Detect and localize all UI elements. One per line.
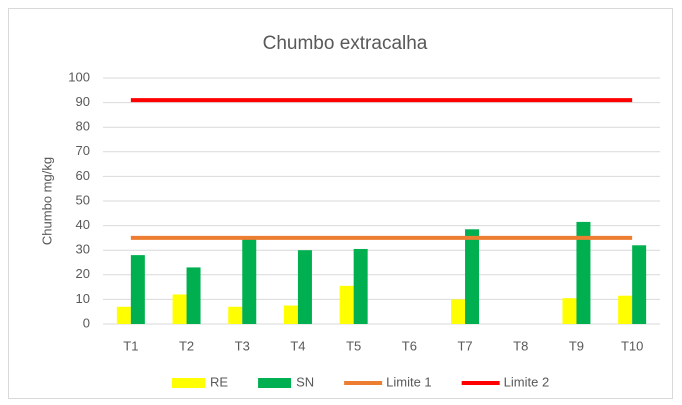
y-tick-label: 40 <box>76 217 90 232</box>
bar <box>353 248 368 324</box>
y-axis-label: Chumbo mg/kg <box>39 157 54 245</box>
chart-border <box>8 8 673 399</box>
x-tick-label: T10 <box>621 338 643 353</box>
chart-title: Chumbo extracalha <box>263 33 428 54</box>
bar <box>228 306 243 324</box>
x-tick-label: T5 <box>346 338 361 353</box>
y-tick-label: 10 <box>76 291 90 306</box>
bar <box>632 245 647 324</box>
y-tick-label: 100 <box>68 69 90 84</box>
bar <box>242 237 257 324</box>
legend-label: SN <box>296 374 314 389</box>
x-tick-label: T7 <box>457 338 472 353</box>
y-tick-label: 0 <box>83 315 90 330</box>
legend-swatch <box>258 378 292 388</box>
legend-swatch <box>172 378 205 388</box>
bar <box>130 255 145 324</box>
y-tick-label: 80 <box>76 119 90 134</box>
legend-label: Limite 2 <box>504 374 550 389</box>
y-tick-label: 30 <box>76 242 90 257</box>
x-tick-label: T1 <box>123 338 138 353</box>
bar <box>618 295 633 324</box>
x-tick-label: T3 <box>235 338 250 353</box>
x-tick-label: T8 <box>513 338 528 353</box>
legend-label: RE <box>210 374 228 389</box>
bar <box>339 285 354 324</box>
bar <box>172 294 187 324</box>
bar <box>465 229 480 324</box>
x-tick-label: T2 <box>179 338 194 353</box>
y-tick-label: 70 <box>76 143 90 158</box>
bar <box>451 299 466 324</box>
y-tick-label: 60 <box>76 168 90 183</box>
y-tick-label: 90 <box>76 94 90 109</box>
bar <box>562 298 577 324</box>
y-tick-label: 50 <box>76 192 90 207</box>
x-tick-label: T9 <box>569 338 584 353</box>
bar <box>576 221 591 324</box>
legend-label: Limite 1 <box>386 374 432 389</box>
y-tick-label: 20 <box>76 266 90 281</box>
x-tick-label: T4 <box>290 338 305 353</box>
bar <box>186 267 201 324</box>
bar <box>297 250 312 324</box>
x-tick-label: T6 <box>402 338 417 353</box>
bar <box>283 305 298 324</box>
bar <box>116 306 131 324</box>
